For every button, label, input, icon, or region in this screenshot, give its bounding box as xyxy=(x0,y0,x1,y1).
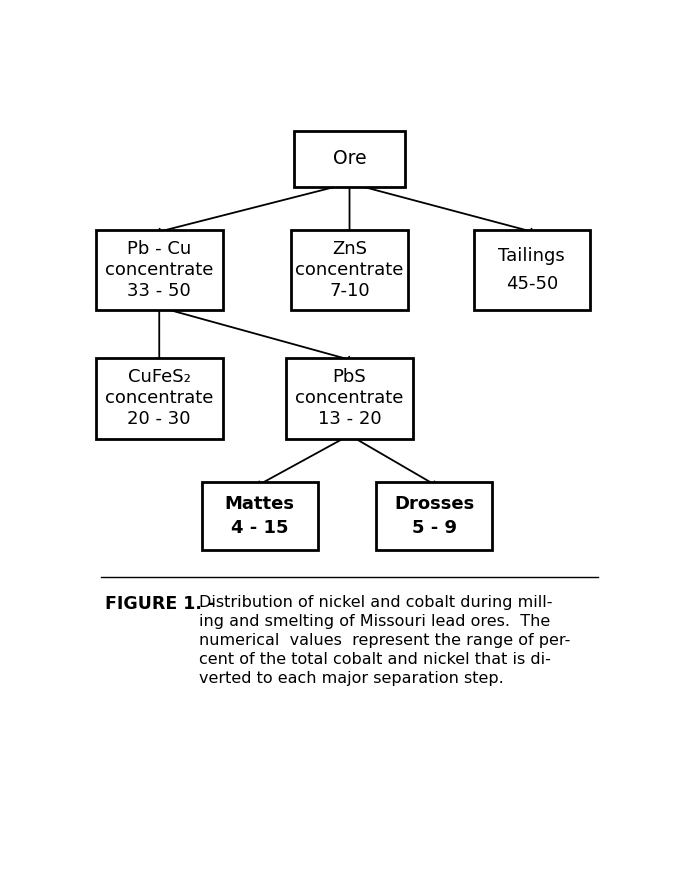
Text: Tailings: Tailings xyxy=(499,247,565,265)
Text: CuFeS₂: CuFeS₂ xyxy=(128,368,191,387)
Text: Drosses: Drosses xyxy=(394,495,474,514)
Text: 13 - 20: 13 - 20 xyxy=(318,410,381,428)
FancyBboxPatch shape xyxy=(95,358,223,438)
Text: Distribution of nickel and cobalt during mill-: Distribution of nickel and cobalt during… xyxy=(199,596,552,611)
Text: concentrate: concentrate xyxy=(295,389,404,407)
Text: concentrate: concentrate xyxy=(295,261,404,279)
Text: 45-50: 45-50 xyxy=(506,276,558,293)
FancyBboxPatch shape xyxy=(202,482,318,550)
FancyBboxPatch shape xyxy=(474,229,590,311)
Text: Pb - Cu: Pb - Cu xyxy=(127,241,192,258)
FancyBboxPatch shape xyxy=(286,358,413,438)
Text: numerical  values  represent the range of per-: numerical values represent the range of … xyxy=(199,634,570,648)
Text: 20 - 30: 20 - 30 xyxy=(128,410,191,428)
Text: verted to each major separation step.: verted to each major separation step. xyxy=(199,671,503,686)
Text: 4 - 15: 4 - 15 xyxy=(231,519,288,536)
Text: concentrate: concentrate xyxy=(105,389,213,407)
Text: ZnS: ZnS xyxy=(332,241,367,258)
Text: Mattes: Mattes xyxy=(224,495,295,514)
Text: FIGURE 1. -: FIGURE 1. - xyxy=(105,596,216,613)
FancyBboxPatch shape xyxy=(291,229,408,311)
Text: 7-10: 7-10 xyxy=(329,282,370,299)
FancyBboxPatch shape xyxy=(95,229,223,311)
Text: ing and smelting of Missouri lead ores.  The: ing and smelting of Missouri lead ores. … xyxy=(199,614,550,629)
Text: 33 - 50: 33 - 50 xyxy=(128,282,191,299)
Text: cent of the total cobalt and nickel that is di-: cent of the total cobalt and nickel that… xyxy=(199,652,551,667)
FancyBboxPatch shape xyxy=(294,131,405,186)
FancyBboxPatch shape xyxy=(376,482,492,550)
Text: concentrate: concentrate xyxy=(105,261,213,279)
Text: PbS: PbS xyxy=(333,368,366,387)
Text: 5 - 9: 5 - 9 xyxy=(412,519,456,536)
Text: Ore: Ore xyxy=(333,150,366,168)
